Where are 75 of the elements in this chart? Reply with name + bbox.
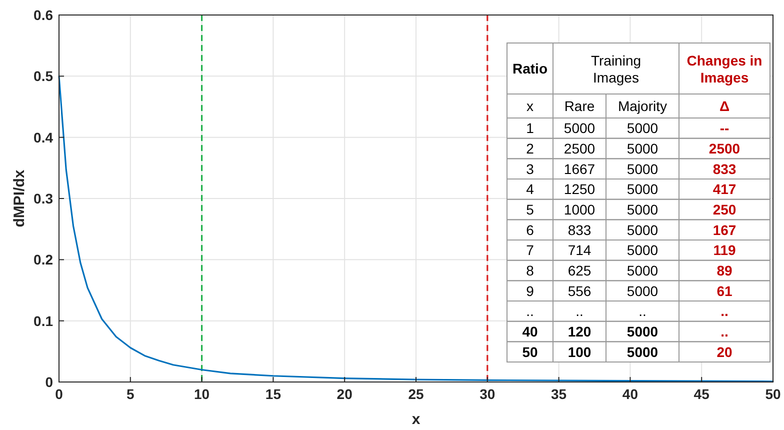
- annotation: 1250: [564, 181, 596, 198]
- annotation: 8: [526, 262, 534, 278]
- annotation: 5000: [626, 160, 658, 177]
- annotation: 5000: [626, 242, 658, 258]
- y-tick-label: 0.4: [34, 129, 54, 146]
- annotation: 5000: [626, 140, 658, 156]
- x-tick-label: 50: [765, 386, 781, 402]
- y-tick-label: 0.1: [34, 312, 54, 329]
- annotation: 5000: [626, 324, 658, 340]
- annotation: 2500: [708, 140, 740, 156]
- annotation: ..: [576, 303, 584, 320]
- annotation: ..: [638, 303, 646, 320]
- x-axis-title: x: [412, 411, 421, 428]
- annotation: 7: [526, 242, 534, 258]
- x-tick-label: 10: [194, 386, 210, 402]
- x-tick-label: 20: [336, 386, 353, 402]
- annotation: 5000: [626, 222, 658, 238]
- y-axis-title: dMPI/dx: [11, 169, 28, 228]
- x-tick-label: 15: [265, 386, 282, 402]
- annotation: 120: [568, 324, 592, 340]
- y-tick-label: 0.6: [34, 7, 54, 23]
- x-tick-label: 5: [126, 386, 134, 402]
- annotation: 1000: [564, 202, 596, 218]
- annotation: 625: [568, 262, 592, 278]
- annotation: 167: [712, 222, 736, 238]
- annotation: 5000: [626, 181, 658, 198]
- x-tick-label: 0: [55, 386, 64, 402]
- x-tick-label: 25: [408, 386, 424, 402]
- y-tick-label: 0.3: [34, 190, 54, 206]
- annotation: 833: [568, 222, 592, 238]
- annotation: 5000: [626, 344, 658, 360]
- annotation: 5000: [564, 120, 596, 136]
- y-tick-label: 0: [45, 374, 54, 390]
- annotation: ..: [526, 303, 534, 320]
- annotation: 1667: [564, 160, 596, 177]
- annotation: 6: [526, 222, 534, 238]
- annotation: 4: [526, 181, 534, 198]
- annotation: x: [526, 98, 534, 114]
- annotation: ..: [720, 303, 728, 320]
- annotation: 9: [526, 282, 534, 299]
- annotation: 5000: [626, 202, 658, 218]
- annotation: 50: [522, 344, 538, 360]
- annotation: Majority: [618, 98, 668, 114]
- annotation: 119: [713, 242, 736, 258]
- annotation: 833: [712, 160, 736, 177]
- annotation: 61: [716, 282, 732, 299]
- x-tick-label: 30: [480, 386, 496, 402]
- annotation: --: [720, 120, 730, 136]
- annotation: 100: [568, 344, 592, 360]
- annotation: 5000: [626, 282, 658, 299]
- x-tick-label: 35: [551, 386, 567, 402]
- annotation: Ratio: [512, 60, 548, 76]
- annotation: 3: [526, 160, 534, 177]
- annotation: 714: [568, 242, 592, 258]
- annotation: 250: [712, 202, 736, 218]
- annotation: 417: [712, 181, 736, 198]
- annotation: ..: [720, 324, 728, 340]
- annotation: 2: [526, 140, 534, 156]
- annotation: 20: [716, 344, 732, 360]
- annotation: 1: [526, 120, 534, 136]
- annotation: Training Images: [590, 52, 642, 86]
- annotation: 89: [716, 262, 732, 278]
- annotation: 5000: [626, 120, 658, 136]
- y-tick-label: 0.2: [34, 252, 54, 268]
- annotation: Rare: [564, 98, 595, 114]
- annotation: Δ: [719, 98, 730, 114]
- x-tick-label: 45: [694, 386, 710, 402]
- annotation: 556: [568, 282, 592, 299]
- x-tick-label: 40: [622, 386, 638, 402]
- y-tick-label: 0.5: [34, 68, 54, 84]
- annotation: Changes in Images: [686, 52, 762, 86]
- annotation: 5: [526, 202, 534, 218]
- annotation: 5000: [626, 262, 658, 278]
- annotation: 40: [522, 324, 538, 340]
- annotation: 2500: [564, 140, 596, 156]
